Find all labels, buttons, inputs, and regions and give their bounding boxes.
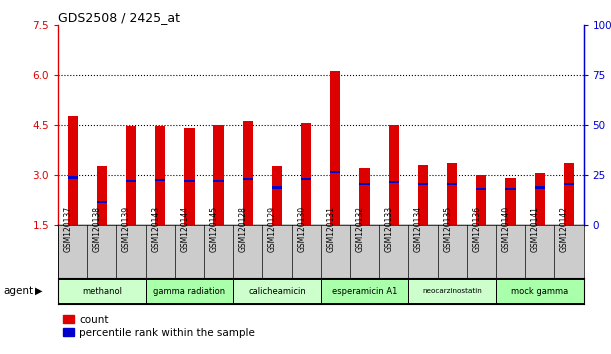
Bar — [213, 125, 224, 225]
Bar — [185, 179, 194, 182]
Bar — [185, 128, 194, 225]
FancyBboxPatch shape — [58, 279, 145, 303]
Bar — [272, 186, 282, 189]
Bar — [564, 163, 574, 225]
Bar — [389, 181, 399, 183]
Text: GSM120133: GSM120133 — [385, 206, 393, 252]
Bar — [359, 183, 370, 185]
Text: GSM120141: GSM120141 — [531, 206, 540, 252]
Text: GSM120128: GSM120128 — [239, 206, 248, 252]
Text: GSM120140: GSM120140 — [502, 206, 511, 252]
Text: gamma radiation: gamma radiation — [153, 287, 225, 296]
Bar — [331, 171, 340, 173]
Bar — [243, 121, 253, 225]
Bar — [243, 178, 253, 180]
Text: GSM120134: GSM120134 — [414, 206, 423, 252]
FancyBboxPatch shape — [233, 279, 321, 303]
Text: GSM120144: GSM120144 — [180, 206, 189, 252]
Bar — [418, 183, 428, 185]
Text: GSM120137: GSM120137 — [64, 206, 73, 252]
Bar — [447, 163, 457, 225]
Bar — [126, 179, 136, 182]
Bar — [564, 183, 574, 185]
Text: GDS2508 / 2425_at: GDS2508 / 2425_at — [58, 11, 180, 24]
Bar — [68, 176, 78, 179]
Bar — [505, 178, 516, 225]
Text: agent: agent — [3, 286, 33, 296]
Text: GSM120138: GSM120138 — [93, 206, 102, 252]
Text: calicheamicin: calicheamicin — [248, 287, 306, 296]
FancyBboxPatch shape — [321, 279, 408, 303]
Text: GSM120139: GSM120139 — [122, 206, 131, 252]
Bar — [476, 175, 486, 225]
Text: methanol: methanol — [82, 287, 122, 296]
Bar — [301, 178, 311, 180]
Text: GSM120132: GSM120132 — [356, 206, 365, 252]
Text: GSM120130: GSM120130 — [297, 206, 306, 252]
Text: esperamicin A1: esperamicin A1 — [332, 287, 397, 296]
Bar — [418, 165, 428, 225]
Bar — [359, 168, 370, 225]
Bar — [389, 125, 399, 225]
Bar — [97, 166, 107, 225]
Bar — [535, 186, 545, 189]
Bar — [331, 72, 340, 225]
FancyBboxPatch shape — [496, 279, 584, 303]
Text: GSM120135: GSM120135 — [443, 206, 452, 252]
Bar — [447, 183, 457, 185]
Text: GSM120143: GSM120143 — [151, 206, 160, 252]
Text: neocarzinostatin: neocarzinostatin — [422, 288, 482, 294]
Text: ▶: ▶ — [35, 286, 43, 296]
Text: GSM120131: GSM120131 — [326, 206, 335, 252]
Text: GSM120129: GSM120129 — [268, 206, 277, 252]
Text: GSM120145: GSM120145 — [210, 206, 219, 252]
Bar — [97, 201, 107, 203]
Bar — [126, 126, 136, 225]
Bar — [155, 179, 166, 181]
Text: GSM120136: GSM120136 — [472, 206, 481, 252]
FancyBboxPatch shape — [408, 279, 496, 303]
Bar — [301, 123, 311, 225]
Bar — [272, 166, 282, 225]
Bar — [476, 188, 486, 190]
Bar — [535, 173, 545, 225]
Bar — [155, 126, 166, 225]
Legend: count, percentile rank within the sample: count, percentile rank within the sample — [64, 315, 255, 338]
Text: mock gamma: mock gamma — [511, 287, 568, 296]
Bar — [68, 116, 78, 225]
Text: GSM120142: GSM120142 — [560, 206, 569, 252]
Bar — [505, 188, 516, 190]
FancyBboxPatch shape — [145, 279, 233, 303]
Bar — [213, 179, 224, 182]
